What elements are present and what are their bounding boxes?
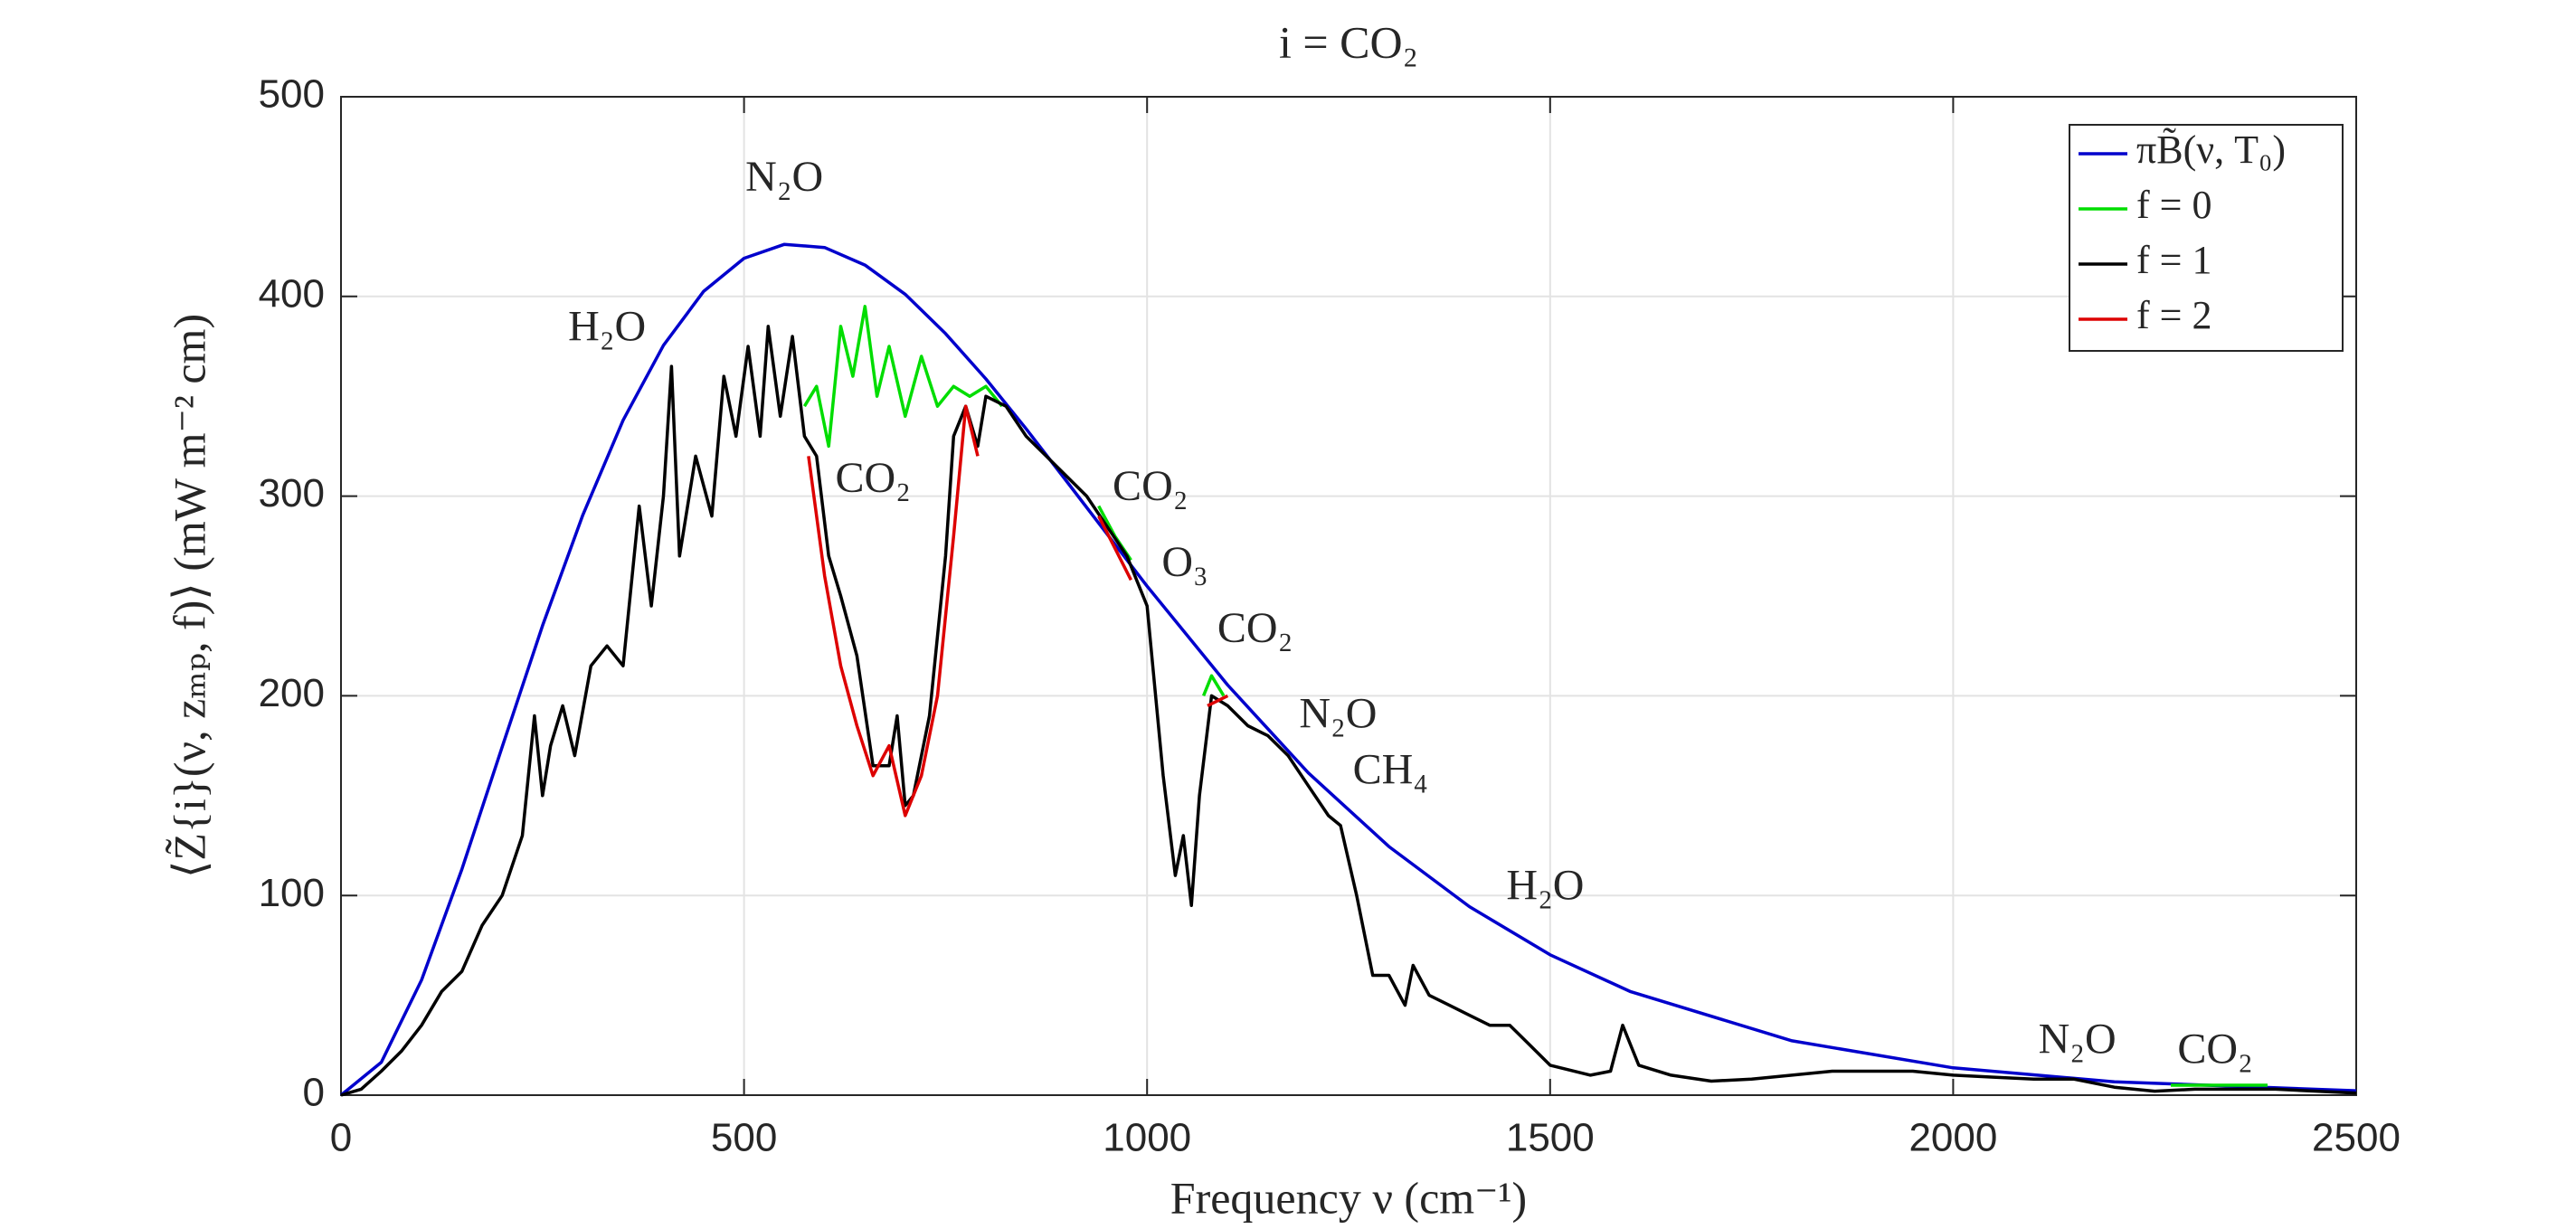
y-tick-label: 300 xyxy=(259,471,325,515)
series-line xyxy=(339,242,2357,1097)
legend-label: f = 2 xyxy=(2136,293,2211,337)
x-tick-label: 1500 xyxy=(1506,1116,1595,1160)
annotation: N₂O xyxy=(2039,1016,2117,1064)
series-line xyxy=(340,325,2357,1097)
y-tick-label: 400 xyxy=(259,271,325,316)
x-axis-label: Frequency ν (cm⁻¹) xyxy=(1170,1172,1527,1223)
legend: πB̃(ν, T₀) f = 0 f = 1 f = 2 xyxy=(2069,124,2344,352)
x-tick-label: 2500 xyxy=(2312,1116,2401,1160)
annotation: H₂O xyxy=(568,302,646,350)
y-tick-label: 200 xyxy=(259,671,325,715)
x-tick-label: 2000 xyxy=(1908,1116,1997,1160)
annotation: CO₂ xyxy=(2177,1026,2252,1073)
annotation: CO₂ xyxy=(835,454,910,502)
y-tick-label: 500 xyxy=(259,72,325,117)
annotation: CO₂ xyxy=(1217,604,1293,652)
annotation: N₂O xyxy=(1299,690,1377,738)
chart-title: i = CO₂ xyxy=(1279,16,1418,67)
y-tick-label: 100 xyxy=(259,871,325,915)
legend-box xyxy=(2069,124,2344,352)
legend-label: f = 0 xyxy=(2136,183,2211,227)
series-line xyxy=(807,404,1229,818)
legend-label: πB̃(ν, T₀) xyxy=(2136,128,2286,172)
x-tick-label: 500 xyxy=(711,1116,777,1160)
plot-frame xyxy=(340,96,2357,1096)
x-tick-label: 1000 xyxy=(1103,1116,1191,1160)
annotation: CH₄ xyxy=(1353,746,1428,794)
y-axis-label: ⟨Z̃{i}(ν, zₘₚ, f)⟩ (mW m⁻² cm) xyxy=(164,314,214,878)
annotation: N₂O xyxy=(745,153,823,201)
annotation: H₂O xyxy=(1506,862,1584,910)
y-tick-label: 0 xyxy=(303,1071,325,1115)
x-tick-label: 0 xyxy=(330,1116,352,1160)
annotation: O₃ xyxy=(1161,538,1208,586)
legend-label: f = 1 xyxy=(2136,238,2211,282)
annotation: CO₂ xyxy=(1113,462,1188,510)
